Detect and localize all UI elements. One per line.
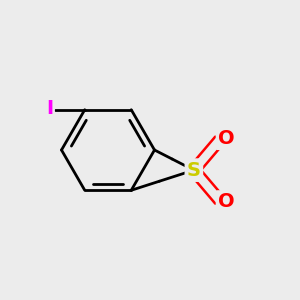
Text: I: I <box>46 99 53 118</box>
Text: O: O <box>218 192 234 211</box>
Text: S: S <box>187 160 201 180</box>
Text: O: O <box>218 129 234 148</box>
